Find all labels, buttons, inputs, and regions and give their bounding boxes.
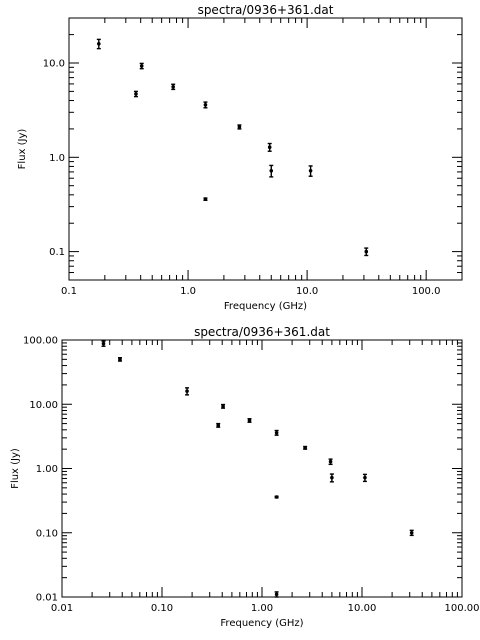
data-point (203, 103, 208, 107)
data-point (328, 459, 333, 464)
data-point (364, 249, 369, 254)
data-point (267, 145, 272, 149)
x-tick-label: 10.00 (348, 603, 377, 614)
y-tick-label: 0.10 (36, 528, 58, 539)
data-point (97, 41, 101, 46)
y-axis-label: Flux (Jy) (17, 129, 28, 170)
y-tick-label: 10.0 (43, 58, 65, 69)
data-point (134, 92, 138, 96)
y-tick-label: 100.00 (23, 336, 58, 347)
data-point (303, 445, 307, 450)
y-tick-label: 1.00 (36, 464, 58, 475)
data-point (171, 84, 175, 89)
x-tick-label: 0.1 (61, 286, 77, 297)
data-point (363, 475, 367, 480)
data-point (216, 423, 221, 428)
data-point (101, 341, 106, 346)
x-tick-label: 100.0 (412, 286, 441, 297)
data-point (247, 418, 252, 423)
x-axis-label: Frequency (GHz) (220, 618, 303, 629)
data-point (203, 197, 208, 201)
y-tick-label: 10.00 (29, 400, 58, 411)
data-point (274, 592, 279, 597)
data-point (237, 125, 242, 129)
x-tick-label: 0.01 (51, 603, 73, 614)
data-point (308, 168, 313, 173)
plot-frame (61, 339, 463, 598)
x-axis-label: Frequency (GHz) (224, 301, 307, 312)
data-point (274, 430, 279, 435)
data-point (185, 389, 189, 393)
data-point (269, 168, 274, 173)
chart-title: spectra/0936+361.dat (194, 325, 330, 339)
y-axis-label: Flux (Jy) (10, 448, 21, 489)
data-point (274, 495, 279, 499)
y-tick-label: 0.01 (36, 593, 58, 604)
plot-frame (68, 17, 463, 281)
data-point (139, 64, 144, 68)
x-tick-label: 100.00 (445, 603, 480, 614)
data-point (221, 404, 225, 409)
x-tick-label: 1.0 (180, 286, 196, 297)
x-tick-label: 1.00 (251, 603, 273, 614)
x-tick-label: 10.0 (296, 286, 318, 297)
data-point (409, 530, 414, 535)
chart-title: spectra/0936+361.dat (198, 3, 334, 17)
data-point (118, 357, 122, 362)
y-tick-label: 1.0 (49, 153, 65, 164)
data-point (330, 475, 334, 480)
x-tick-label: 0.10 (151, 603, 173, 614)
y-tick-label: 0.1 (49, 247, 65, 258)
